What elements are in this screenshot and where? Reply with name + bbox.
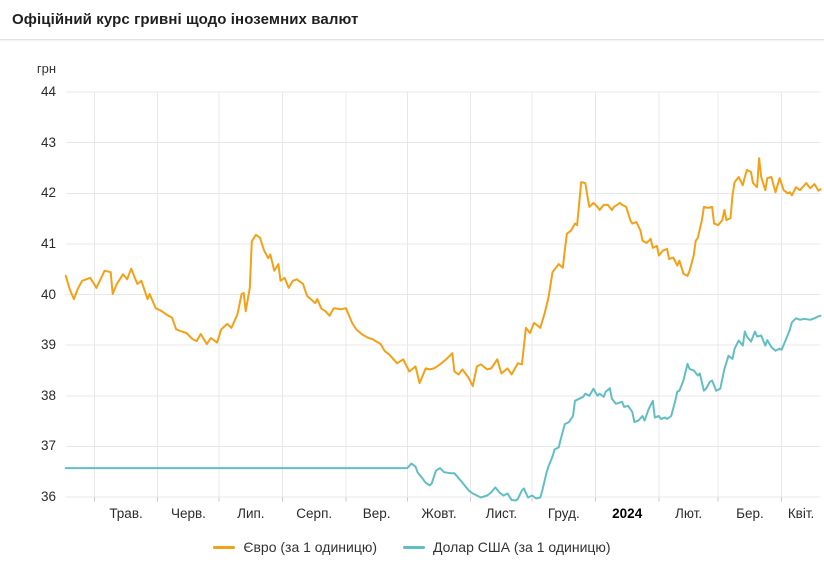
x-axis-label: Черв. <box>170 506 206 521</box>
y-axis-label: 39 <box>40 337 56 353</box>
legend-label-euro: Євро (за 1 одиницю) <box>243 539 378 555</box>
x-axis-label: 2024 <box>612 506 643 521</box>
x-axis-label: Трав. <box>109 506 143 521</box>
legend-marker-euro <box>213 545 236 549</box>
x-axis-label: Лип. <box>237 506 265 521</box>
x-axis-label: Лист. <box>485 506 518 521</box>
y-axis-label: 36 <box>40 489 56 504</box>
euro-series-line <box>64 157 822 388</box>
x-axis-label: Вер. <box>362 506 391 521</box>
x-axis-label: Серп. <box>296 506 333 521</box>
usd-series-line <box>64 314 822 502</box>
chart-title: Офіційний курс гривні щодо іноземних вал… <box>12 11 359 28</box>
y-axis-label: 43 <box>40 134 56 150</box>
legend-label-usd: Долар США (за 1 одиницю) <box>433 539 611 555</box>
y-axis-label: 37 <box>40 438 56 454</box>
y-axis-unit-label: грн <box>36 61 56 76</box>
y-axis-label: 44 <box>40 84 56 99</box>
y-axis-label: 40 <box>40 286 56 302</box>
x-axis-label: Груд. <box>547 506 580 521</box>
legend-item-usd[interactable]: Долар США (за 1 одиницю) <box>403 539 611 555</box>
x-axis-label: Бер. <box>736 506 764 521</box>
legend-item-euro[interactable]: Євро (за 1 одиницю) <box>213 539 377 555</box>
y-axis-label: 42 <box>40 185 56 201</box>
legend-marker-usd <box>403 545 426 549</box>
x-axis-label: Квіт. <box>787 506 815 521</box>
x-axis-label: Лют. <box>674 506 703 521</box>
legend: Євро (за 1 одиницю) Долар США (за 1 одини… <box>0 539 824 555</box>
x-axis-label: Жовт. <box>421 506 457 521</box>
y-axis-label: 38 <box>40 387 56 403</box>
y-axis-label: 41 <box>40 235 56 251</box>
header: Офіційний курс гривні щодо іноземних вал… <box>0 0 824 40</box>
